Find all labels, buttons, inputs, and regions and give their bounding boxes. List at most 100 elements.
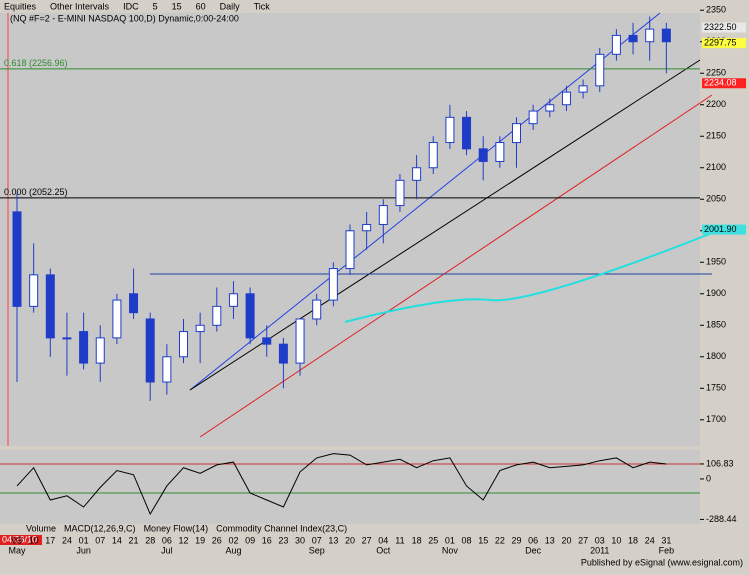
candle-body — [645, 28, 655, 43]
x-tick-label: 31 — [661, 535, 671, 545]
month-label: Nov — [442, 545, 459, 555]
candle-body — [145, 318, 155, 383]
toolbar-item[interactable]: Tick — [254, 1, 271, 11]
candle-body — [661, 28, 671, 43]
price-label: 2322.50 — [704, 22, 737, 32]
x-tick-label: 30 — [295, 535, 305, 545]
candle-body — [129, 293, 139, 314]
candle-body — [162, 356, 172, 383]
x-tick-label: 19 — [195, 535, 205, 545]
candle-body — [212, 305, 222, 326]
x-tick-label: 04 — [378, 535, 388, 545]
candle-body — [195, 324, 205, 333]
y-tick-label: 1800 — [706, 351, 726, 361]
candle-body — [611, 34, 621, 55]
price-label: 2001.90 — [704, 224, 737, 234]
moving-average — [344, 232, 713, 323]
x-tick-label: 11 — [395, 535, 404, 545]
candle-body — [462, 116, 472, 150]
indicator-tab[interactable]: MACD(12,26,9,C) — [64, 523, 136, 533]
candle-body — [478, 148, 488, 162]
candle-body — [428, 142, 438, 169]
y-tick-label: 2050 — [706, 194, 726, 204]
candle-body — [328, 268, 338, 301]
candle-body — [12, 211, 22, 307]
month-label: May — [8, 545, 26, 555]
indicator-tab[interactable]: Volume — [26, 523, 56, 533]
price-label-box — [702, 224, 746, 235]
x-tick-label: 21 — [129, 535, 139, 545]
channel-upper — [189, 12, 661, 391]
y-tick-label: 2200 — [706, 99, 726, 109]
cci-line — [16, 453, 667, 516]
x-tick-label: 03 — [595, 535, 605, 545]
start-date-box — [0, 535, 42, 545]
candle-body — [528, 110, 538, 125]
x-tick-label: 01 — [79, 535, 89, 545]
toolbar-item[interactable]: Equities — [4, 1, 37, 11]
candle-body — [412, 167, 422, 181]
x-tick-label: 20 — [561, 535, 571, 545]
x-tick-label: 08 — [462, 535, 472, 545]
x-tick-label: 17 — [45, 535, 55, 545]
chart-title: (NQ #F=2 - E-MINI NASDAQ 100,D) Dynamic,… — [10, 13, 239, 23]
x-tick-label: 07 — [312, 535, 322, 545]
x-tick-label: 24 — [62, 535, 72, 545]
x-tick-label: 13 — [328, 535, 338, 545]
x-tick-label: 06 — [162, 535, 172, 545]
candle-body — [95, 337, 105, 364]
price-label-box — [702, 22, 746, 33]
candle-body — [395, 179, 405, 207]
toolbar — [0, 0, 749, 13]
indicator-tab[interactable]: Commodity Channel Index(23,C) — [216, 523, 347, 533]
x-tick-label: 01 — [445, 535, 455, 545]
toolbar-item[interactable]: Other Intervals — [50, 1, 110, 11]
toolbar-item[interactable]: 60 — [196, 1, 206, 11]
x-tick-label: 10 — [29, 535, 39, 545]
x-tick-label: 12 — [178, 535, 188, 545]
candle-body — [29, 274, 39, 307]
footer: Published by eSignal (www.esignal.com) — [581, 557, 743, 567]
y-tick-label: 2150 — [706, 131, 726, 141]
y-tick-label: 2100 — [706, 162, 726, 172]
candle-body — [362, 223, 372, 232]
price-label: 2234.08 — [704, 78, 737, 88]
x-tick-label: 03 — [12, 535, 22, 545]
price-label-box — [702, 78, 746, 89]
x-tick-label: 29 — [511, 535, 521, 545]
candle-body — [512, 123, 521, 144]
toolbar-item[interactable]: IDC — [123, 1, 139, 11]
toolbar-item[interactable]: 5 — [153, 1, 158, 11]
candle-body — [228, 293, 238, 307]
x-tick-label: 24 — [645, 535, 655, 545]
channel-lower — [199, 94, 713, 438]
indicator-tab[interactable]: Money Flow(14) — [144, 523, 209, 533]
y-tick-label: 1900 — [706, 288, 726, 298]
month-label: Dec — [525, 545, 542, 555]
level-label: 0.000 (2052.25) — [4, 187, 68, 197]
level-label: 0.618 (2256.96) — [4, 58, 68, 68]
x-tick-label: 20 — [345, 535, 355, 545]
x-tick-label: 25 — [428, 535, 438, 545]
candle-body — [578, 85, 588, 93]
candle-body — [62, 337, 72, 340]
toolbar-item[interactable]: Daily — [220, 1, 241, 11]
candle-body — [595, 53, 605, 87]
channel-mid — [189, 59, 701, 391]
y-tick-label: 0 — [706, 473, 711, 483]
y-tick-label: 106.83 — [706, 458, 734, 468]
x-tick-label: 27 — [578, 535, 588, 545]
candle-body — [278, 343, 288, 364]
y-tick-label: -288.44 — [706, 514, 737, 524]
candle-body — [378, 205, 388, 225]
x-tick-label: 09 — [245, 535, 255, 545]
toolbar-item[interactable]: 15 — [172, 1, 182, 11]
candle-body — [79, 331, 89, 364]
candle-body — [345, 230, 355, 270]
month-label: Oct — [376, 545, 391, 555]
x-tick-label: 27 — [362, 535, 372, 545]
candle-body — [245, 293, 255, 339]
candle-body — [179, 331, 188, 358]
candle-body — [545, 104, 555, 112]
